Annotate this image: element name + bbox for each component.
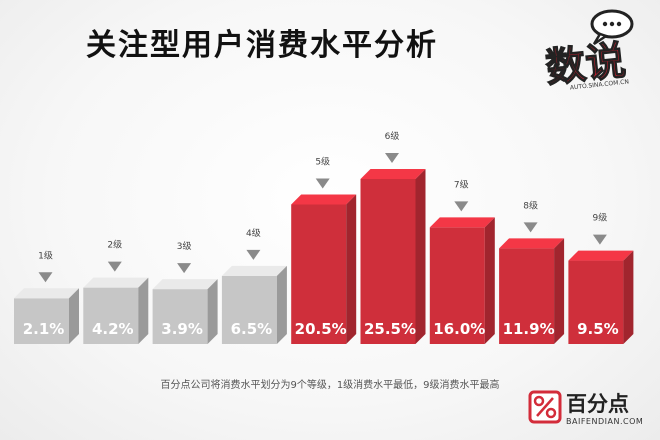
bar-top xyxy=(429,217,495,228)
bar-group: 4.2% 2级 xyxy=(83,239,149,344)
speech-bubble-icon xyxy=(590,9,634,46)
bar-side xyxy=(207,279,218,344)
level-label: 6级 xyxy=(385,130,400,142)
bar-top xyxy=(152,279,218,290)
marker-triangle xyxy=(385,153,399,163)
bar-top xyxy=(499,238,565,249)
bar-side xyxy=(415,169,426,344)
bar-top xyxy=(360,169,426,179)
marker-triangle xyxy=(246,249,261,260)
value-label: 2.1% xyxy=(23,320,65,338)
value-label: 16.0% xyxy=(433,320,485,338)
bar-side xyxy=(69,288,79,344)
bar xyxy=(152,289,208,344)
bar-group: 9.5% 9级 xyxy=(568,212,634,344)
brand-name: 百分点 xyxy=(566,392,629,416)
value-label: 6.5% xyxy=(231,320,273,338)
bar xyxy=(221,275,277,344)
bar-group: 3.9% 3级 xyxy=(152,240,218,344)
bar-side xyxy=(276,265,287,344)
level-label: 8级 xyxy=(523,199,538,211)
bar-top xyxy=(83,277,149,288)
level-label: 4级 xyxy=(246,227,261,239)
marker-triangle xyxy=(592,234,607,245)
marker-triangle xyxy=(454,201,469,212)
bar xyxy=(499,248,555,344)
bar-group: 11.9% 8级 xyxy=(499,199,565,344)
bar xyxy=(429,227,485,344)
bar-group: 6.5% 4级 xyxy=(221,227,287,344)
marker-triangle xyxy=(315,178,330,189)
bar-side xyxy=(138,277,149,344)
bar-top xyxy=(221,265,287,276)
value-label: 4.2% xyxy=(92,320,134,338)
bar xyxy=(568,260,624,344)
badge-text: 数说 xyxy=(544,38,628,92)
bar xyxy=(83,287,139,344)
level-label: 7级 xyxy=(454,178,469,190)
bar-side xyxy=(554,238,565,344)
bar-top xyxy=(568,250,634,261)
level-label: 5级 xyxy=(315,155,330,167)
bar-group: 20.5% 5级 xyxy=(291,155,357,344)
value-label: 9.5% xyxy=(577,320,619,338)
bar-side xyxy=(484,217,495,344)
bar-top xyxy=(14,288,79,299)
footnote: 百分点公司将消费水平划分为9个等级，1级消费水平最低，9级消费水平最高 xyxy=(160,380,500,391)
bar-group: 2.1% 1级 xyxy=(14,249,79,344)
value-label: 11.9% xyxy=(503,320,555,338)
bar xyxy=(360,179,416,344)
marker-triangle xyxy=(38,272,53,283)
value-label: 3.9% xyxy=(161,320,203,338)
bar-group: 25.5% 6级 xyxy=(360,130,426,344)
level-label: 9级 xyxy=(593,212,608,224)
baifendian-logo: 百分点 BAIFENDIAN.COM xyxy=(526,386,656,432)
marker-triangle xyxy=(523,222,538,233)
bar xyxy=(14,298,69,344)
bar-group: 16.0% 7级 xyxy=(429,178,495,344)
level-label: 3级 xyxy=(177,240,192,252)
brand-url: BAIFENDIAN.COM xyxy=(566,417,644,426)
bar-side xyxy=(346,194,357,344)
level-label: 2级 xyxy=(107,239,122,251)
marker-triangle xyxy=(107,261,122,272)
bar xyxy=(291,204,347,344)
percent-icon xyxy=(528,390,562,424)
value-label: 25.5% xyxy=(364,320,416,338)
level-label: 1级 xyxy=(38,249,53,261)
bar-top xyxy=(291,194,357,205)
chart-title: 关注型用户消费水平分析 xyxy=(86,28,438,63)
marker-triangle xyxy=(177,263,192,274)
shuoshuo-logo: 数说 AUTO.SINA.COM.CN xyxy=(544,9,634,92)
bar-side xyxy=(623,250,634,344)
value-label: 20.5% xyxy=(295,320,347,338)
